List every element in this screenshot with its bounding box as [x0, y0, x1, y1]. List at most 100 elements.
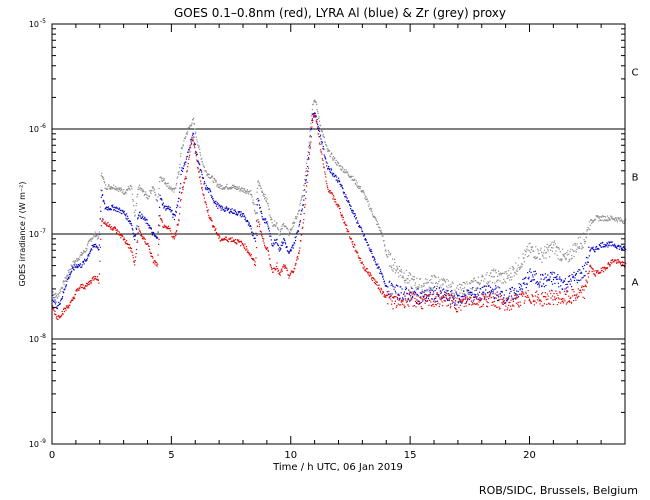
data-point — [588, 270, 590, 272]
data-point — [486, 301, 488, 303]
data-point — [498, 306, 500, 308]
data-point — [175, 234, 177, 237]
data-point — [140, 217, 142, 219]
data-point — [433, 286, 435, 289]
data-point — [179, 206, 181, 208]
data-point — [559, 291, 561, 293]
data-point — [346, 197, 348, 199]
data-point — [246, 220, 248, 223]
data-point — [371, 252, 373, 254]
data-point — [493, 268, 495, 270]
data-point — [540, 300, 542, 303]
data-point — [303, 185, 305, 187]
data-point — [398, 265, 400, 268]
data-point — [462, 300, 464, 302]
data-point — [274, 267, 276, 269]
data-point — [558, 278, 560, 280]
data-point — [470, 300, 472, 302]
data-point — [587, 273, 589, 275]
data-point — [570, 296, 572, 299]
data-point — [306, 162, 308, 164]
data-point — [494, 282, 496, 284]
data-point — [574, 277, 576, 279]
data-point — [445, 281, 447, 283]
data-point — [356, 185, 358, 187]
data-point — [479, 297, 481, 299]
x-tick-label: 5 — [168, 450, 174, 461]
data-point — [487, 306, 489, 308]
data-point — [138, 184, 141, 186]
data-point — [250, 189, 252, 192]
data-point — [365, 267, 367, 270]
data-point — [560, 259, 562, 261]
data-point — [112, 187, 114, 189]
data-point — [578, 269, 580, 271]
data-point — [488, 291, 491, 293]
data-point — [78, 289, 80, 291]
data-point — [328, 190, 331, 192]
data-point — [511, 276, 513, 278]
data-point — [220, 209, 222, 211]
data-point — [181, 147, 184, 149]
data-point — [567, 300, 569, 303]
data-point — [118, 208, 120, 211]
data-point — [337, 206, 339, 208]
data-point — [397, 272, 399, 274]
data-point — [544, 246, 546, 248]
data-point — [382, 278, 385, 280]
data-point — [591, 222, 593, 224]
data-point — [602, 266, 604, 268]
data-point — [357, 222, 359, 224]
data-point — [107, 225, 110, 228]
data-point — [258, 182, 260, 184]
data-point — [189, 147, 191, 149]
data-point — [326, 162, 328, 164]
data-point — [55, 301, 57, 303]
data-point — [424, 278, 427, 280]
data-point — [126, 240, 128, 242]
data-point — [327, 167, 329, 169]
data-point — [569, 283, 571, 285]
data-point — [581, 272, 583, 274]
data-point — [516, 273, 518, 275]
data-point — [394, 262, 396, 264]
data-point — [315, 100, 317, 103]
data-point — [117, 188, 119, 190]
data-point — [615, 217, 617, 219]
data-point — [306, 170, 308, 172]
data-point — [522, 291, 524, 293]
data-point — [172, 213, 174, 215]
data-point — [81, 264, 83, 266]
data-point — [443, 296, 445, 298]
data-point — [213, 226, 216, 228]
data-point — [203, 165, 205, 167]
data-point — [523, 293, 525, 295]
data-point — [332, 156, 334, 158]
data-point — [176, 204, 178, 206]
data-point — [370, 274, 372, 277]
data-point — [99, 246, 101, 248]
data-point — [296, 259, 298, 261]
data-point — [403, 291, 406, 293]
data-point — [400, 301, 402, 303]
data-point — [235, 242, 237, 244]
data-point — [585, 279, 587, 281]
data-point — [207, 211, 209, 213]
data-point — [197, 160, 199, 162]
data-point — [407, 278, 409, 280]
data-point — [594, 275, 597, 277]
data-point — [127, 247, 130, 249]
data-point — [66, 280, 68, 282]
data-point — [277, 270, 279, 272]
data-point — [75, 260, 77, 262]
data-point — [509, 276, 512, 278]
data-point — [125, 192, 127, 194]
data-point — [415, 289, 418, 291]
data-point — [538, 252, 540, 255]
data-point — [478, 299, 481, 301]
data-point — [261, 212, 263, 214]
data-point — [209, 189, 211, 191]
data-point — [205, 204, 207, 206]
data-point — [477, 293, 479, 295]
data-point — [322, 163, 324, 165]
